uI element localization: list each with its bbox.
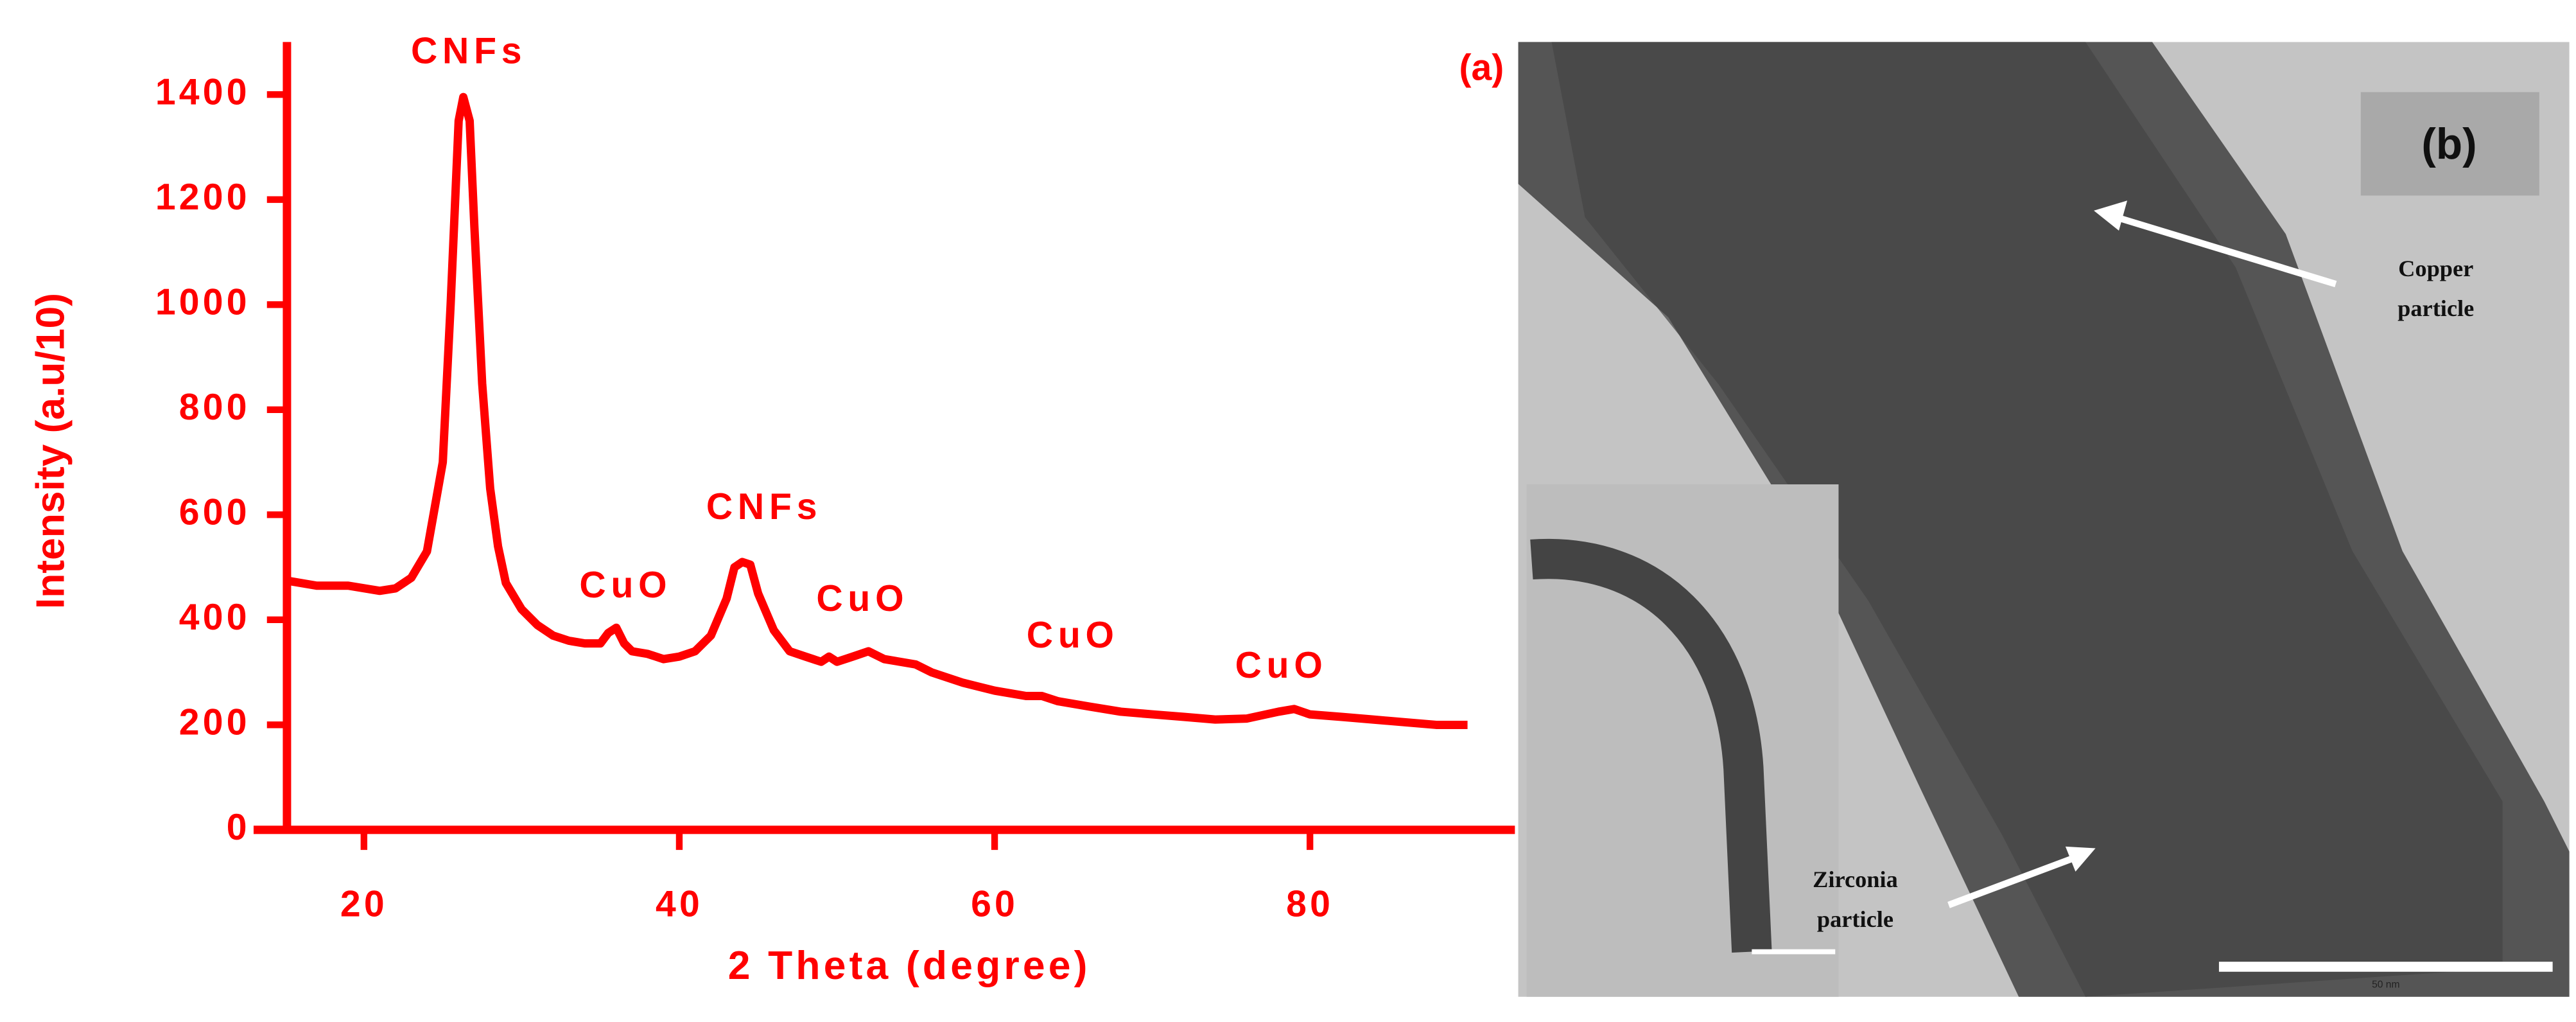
peak-label: CuO: [1027, 615, 1119, 656]
data-line: [284, 93, 1468, 729]
x-tick-label: 40: [656, 884, 703, 925]
y-tick-label: 1200: [155, 177, 250, 218]
panel-label: (b): [2421, 120, 2476, 168]
y-tick-label: 0: [227, 807, 250, 848]
peak-label: CuO: [579, 565, 672, 606]
annotation: particle: [1817, 906, 1893, 932]
panel-label: (a): [1459, 48, 1504, 89]
x-tick-label: 20: [340, 884, 388, 925]
y-tick-label: 600: [179, 491, 250, 533]
scale-label: 50 nm: [2372, 980, 2399, 991]
y-tick-label: 1000: [155, 281, 250, 322]
peak-label: CNFs: [411, 31, 527, 72]
peak-label: CNFs: [706, 486, 822, 527]
y-axis-title: Intensity (a.u/10): [29, 293, 73, 609]
micrograph: (b) Copper particle Zirconia particle 50…: [1518, 42, 2570, 997]
y-tick-label: 200: [179, 701, 250, 743]
y-tick-label: 800: [179, 387, 250, 428]
peak-label: CuO: [816, 578, 909, 619]
x-tick-label: 80: [1286, 884, 1334, 925]
x-tick-label: 60: [971, 884, 1018, 925]
peak-label: CuO: [1235, 645, 1328, 686]
y-tick-label: 1400: [155, 71, 250, 112]
annotation: particle: [2398, 295, 2474, 321]
y-tick-label: 400: [179, 597, 250, 638]
x-axis-title: 2 Theta (degree): [728, 944, 1091, 988]
annotation: Copper: [2398, 256, 2473, 281]
annotation: Zirconia: [1813, 867, 1898, 892]
